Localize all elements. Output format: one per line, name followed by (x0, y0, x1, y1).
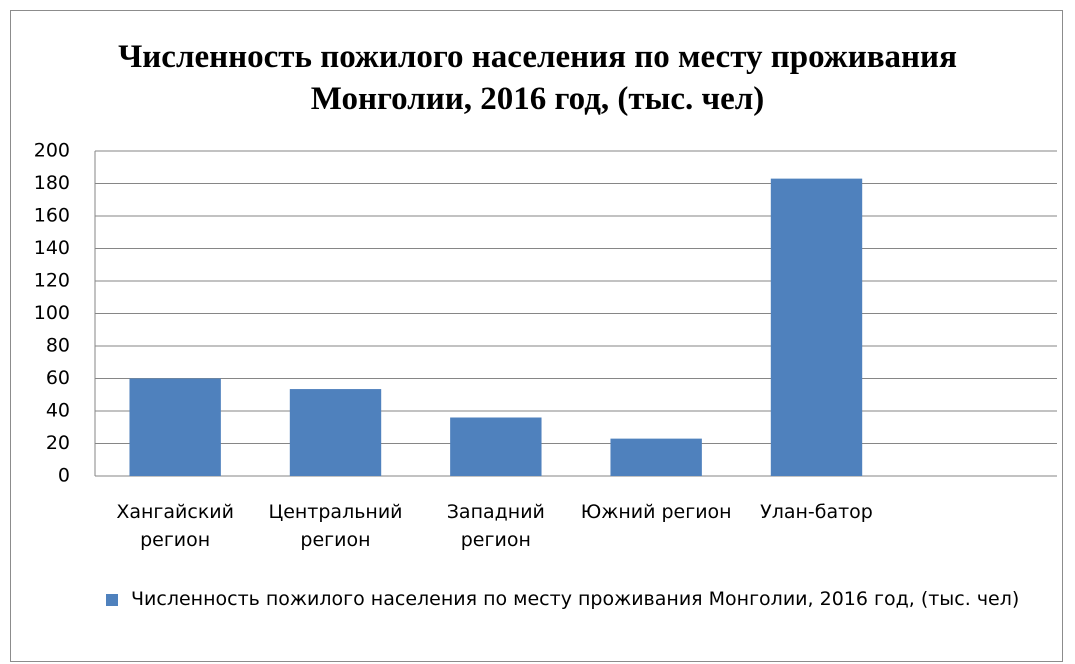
y-tick-label: 100 (34, 302, 70, 324)
bar (289, 389, 382, 476)
bar (450, 417, 542, 476)
y-tick-label: 140 (34, 237, 70, 259)
y-tick-label: 20 (46, 432, 70, 454)
x-tick-label: Улан-батор (760, 501, 873, 523)
x-tick-label: Западний регион (446, 501, 545, 551)
y-tick-label: 160 (34, 205, 70, 227)
y-tick-label: 0 (58, 465, 70, 487)
chart-title: Численность пожилого населения по месту … (118, 39, 957, 117)
chart-frame (10, 10, 1063, 662)
y-tick-label: 60 (46, 367, 70, 389)
y-tick-label: 40 (46, 400, 70, 422)
legend-swatch (106, 594, 118, 606)
bar (129, 378, 221, 476)
bar (770, 178, 863, 476)
bar (610, 438, 702, 476)
x-tick-label: Южний регион (580, 501, 732, 523)
y-tick-label: 120 (34, 270, 70, 292)
x-tick-label: Центральний регион (268, 501, 403, 551)
y-tick-label: 180 (34, 172, 70, 194)
y-tick-label: 80 (46, 335, 70, 357)
legend-label: Численность пожилого населения по месту … (131, 588, 1020, 610)
y-tick-label: 200 (34, 140, 70, 162)
legend: Численность пожилого населения по месту … (106, 584, 1036, 614)
x-tick-label: Хангайский регион (116, 501, 234, 551)
